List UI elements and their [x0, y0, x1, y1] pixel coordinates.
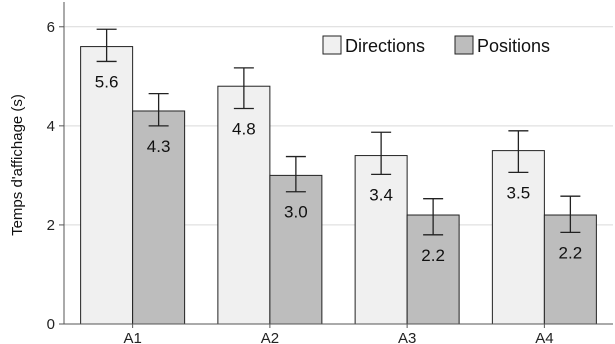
x-tick-label: A2	[261, 330, 279, 344]
y-tick-label: 2	[47, 217, 55, 234]
legend-swatch-directions	[322, 35, 342, 55]
data-label: 3.0	[284, 203, 308, 222]
data-label: 2.2	[421, 246, 445, 265]
y-axis-title: Temps d'affichage (s)	[9, 94, 26, 236]
legend-swatch-positions	[454, 35, 474, 55]
bar-directions-a2	[217, 85, 271, 325]
bar-positions-a2	[269, 174, 323, 325]
y-tick-label: 6	[47, 19, 55, 36]
data-label: 3.4	[369, 185, 393, 204]
bar-directions-a4	[491, 150, 545, 325]
data-labels: 5.6 4.3 4.8 3.0 3.4 2.2 3.5 2.2	[95, 72, 582, 264]
legend-label-positions: Positions	[477, 36, 550, 56]
y-tick-label: 4	[47, 118, 55, 135]
legend-label-directions: Directions	[345, 36, 425, 56]
data-label: 2.2	[559, 243, 583, 262]
x-tick-label: A1	[123, 330, 141, 344]
data-label: 5.6	[95, 72, 119, 91]
x-tick-label: A3	[398, 330, 416, 344]
bar-positions-a1	[132, 110, 186, 325]
y-tick-label: 0	[47, 316, 55, 333]
bar-positions-a4	[543, 214, 597, 325]
data-label: 4.8	[232, 120, 256, 139]
bars	[80, 28, 597, 325]
bar-directions-a3	[354, 155, 408, 325]
data-label: 3.5	[507, 183, 531, 202]
axes: 0 2 4 6 A1 A2 A3 A4	[47, 2, 613, 344]
x-tick-label: A4	[535, 330, 553, 344]
legend: Directions Positions	[322, 35, 550, 56]
data-label: 4.3	[147, 137, 171, 156]
